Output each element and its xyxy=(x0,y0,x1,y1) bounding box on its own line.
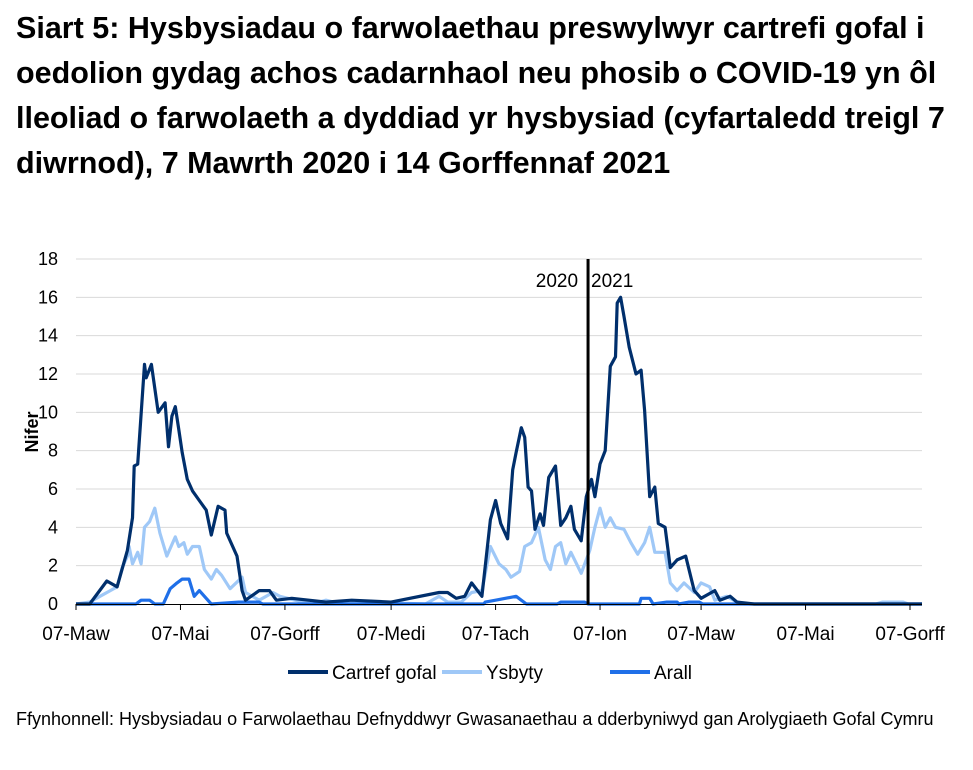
y-tick-label: 14 xyxy=(38,326,58,346)
line-chart: 0 2 4 6 8 10 12 14 16 18 Nifer 07-Maw 07-Mai 07-Gor… xyxy=(22,249,945,684)
x-tick-label: 07-Gorff xyxy=(250,624,320,645)
legend-label: Arall xyxy=(654,663,692,684)
y-tick-label: 0 xyxy=(48,594,58,614)
x-tick-label: 07-Mai xyxy=(151,624,209,645)
x-tick-label: 07-Medi xyxy=(357,624,426,645)
legend-label: Ysbyty xyxy=(486,663,544,684)
source-note: Ffynhonnell: Hysbysiadau o Farwolaethau … xyxy=(16,709,934,729)
y-tick-label: 8 xyxy=(48,441,58,461)
series-line-cartref-gofal xyxy=(76,295,922,606)
legend-label: Cartref gofal xyxy=(332,663,437,684)
y-tick-label: 10 xyxy=(38,402,58,422)
y-axis-ticks: 0 2 4 6 8 10 12 14 16 18 xyxy=(38,249,58,614)
series-line-arall xyxy=(76,577,922,606)
legend: Cartref gofal Ysbyty Arall xyxy=(288,663,692,684)
year-label-2021: 2021 xyxy=(591,271,633,292)
x-tick-label: 07-Tach xyxy=(462,624,530,645)
series-lines xyxy=(75,295,922,606)
year-label-2020: 2020 xyxy=(536,271,578,292)
y-axis-label: Nifer xyxy=(22,411,42,452)
x-tick-label: 07-Maw xyxy=(667,624,735,645)
x-tick-label: 07-Gorff xyxy=(875,624,945,645)
chart-title: Siart 5: Hysbysiadau o farwolaethau pres… xyxy=(16,11,945,180)
y-tick-label: 12 xyxy=(38,364,58,384)
x-tick-label: 07-Ion xyxy=(573,624,627,645)
y-tick-label: 16 xyxy=(38,287,58,307)
x-axis-ticks: 07-Maw 07-Mai 07-Gorff 07-Medi 07-Tach 07-Ion… xyxy=(42,604,945,645)
y-tick-label: 18 xyxy=(38,249,58,269)
y-tick-label: 6 xyxy=(48,479,58,499)
x-tick-label: 07-Mai xyxy=(777,624,835,645)
x-tick-label: 07-Maw xyxy=(42,624,110,645)
y-tick-label: 2 xyxy=(48,556,58,576)
y-tick-label: 4 xyxy=(48,517,58,537)
